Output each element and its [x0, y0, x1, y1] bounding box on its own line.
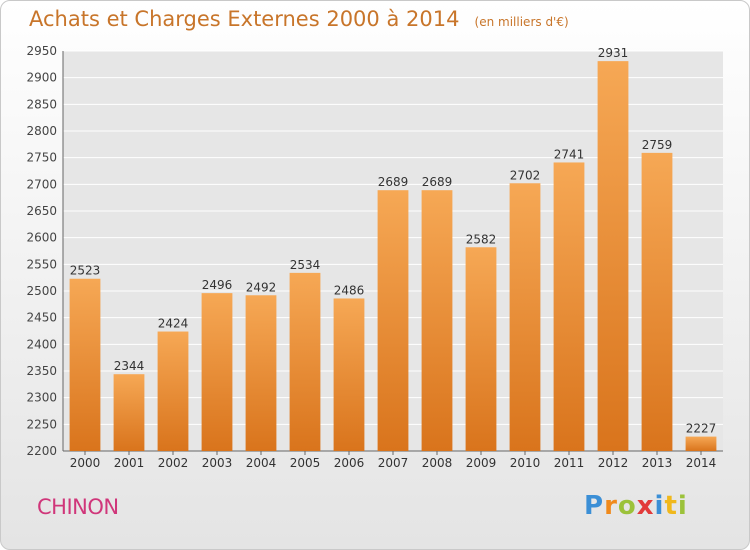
x-tick-label: 2012 — [598, 456, 629, 470]
data-label: 2689 — [378, 175, 409, 189]
y-tick-label: 2700 — [26, 177, 57, 191]
data-label: 2523 — [70, 264, 101, 278]
y-tick-label: 2950 — [26, 44, 57, 58]
logo-letter: P — [584, 491, 605, 521]
data-label: 2496 — [202, 278, 233, 292]
y-tick-label: 2450 — [26, 311, 57, 325]
x-tick-label: 2011 — [554, 456, 585, 470]
x-tick-label: 2008 — [422, 456, 453, 470]
y-tick-label: 2650 — [26, 204, 57, 218]
bar-2009 — [465, 247, 497, 451]
data-label: 2534 — [290, 258, 321, 272]
y-tick-label: 2500 — [26, 284, 57, 298]
y-tick-label: 2300 — [26, 391, 57, 405]
x-tick-label: 2014 — [686, 456, 717, 470]
x-tick-label: 2010 — [510, 456, 541, 470]
bar-2010 — [509, 183, 541, 451]
x-tick-label: 2002 — [158, 456, 189, 470]
data-label: 2582 — [466, 232, 497, 246]
y-tick-label: 2350 — [26, 364, 57, 378]
x-tick-label: 2009 — [466, 456, 497, 470]
y-tick-label: 2400 — [26, 337, 57, 351]
bar-2002 — [157, 331, 189, 451]
chart-subtitle: (en milliers d'€) — [474, 15, 569, 29]
y-tick-label: 2750 — [26, 151, 57, 165]
data-label: 2689 — [422, 175, 453, 189]
x-tick-label: 2003 — [202, 456, 233, 470]
bar-2006 — [333, 298, 365, 451]
y-tick-label: 2250 — [26, 417, 57, 431]
chart-title: Achats et Charges Externes 2000 à 2014 — [29, 7, 460, 31]
bar-2008 — [421, 190, 453, 451]
bar-2013 — [641, 152, 673, 451]
x-tick-label: 2006 — [334, 456, 365, 470]
y-tick-label: 2800 — [26, 124, 57, 138]
x-tick-label: 2013 — [642, 456, 673, 470]
y-tick-label: 2600 — [26, 231, 57, 245]
data-label: 2931 — [598, 46, 629, 60]
y-tick-label: 2850 — [26, 97, 57, 111]
bar-2004 — [245, 295, 277, 451]
data-label: 2486 — [334, 283, 365, 297]
bar-2001 — [113, 374, 145, 451]
data-label: 2424 — [158, 317, 189, 331]
logo-letter: o — [617, 491, 637, 521]
logo-letter: i — [654, 491, 665, 521]
y-tick-label: 2200 — [26, 444, 57, 458]
x-tick-label: 2001 — [114, 456, 145, 470]
bar-2011 — [553, 162, 585, 451]
bar-2003 — [201, 293, 233, 451]
logo-letter: t — [664, 491, 678, 521]
data-label: 2759 — [642, 138, 673, 152]
data-label: 2227 — [686, 422, 717, 436]
x-tick-label: 2007 — [378, 456, 409, 470]
y-tick-label: 2900 — [26, 71, 57, 85]
title-row: Achats et Charges Externes 2000 à 2014 (… — [29, 7, 569, 31]
logo-letter: x — [636, 491, 655, 521]
bar-2012 — [597, 61, 629, 452]
data-label: 2702 — [510, 168, 541, 182]
y-tick-label: 2550 — [26, 257, 57, 271]
bar-2005 — [289, 272, 321, 451]
logo-letter: r — [604, 491, 618, 521]
bar-2007 — [377, 190, 409, 451]
x-tick-label: 2005 — [290, 456, 321, 470]
city-name: CHINON — [37, 495, 119, 519]
x-tick-label: 2000 — [70, 456, 101, 470]
data-label: 2741 — [554, 147, 585, 161]
bar-2014 — [685, 436, 717, 451]
bar-2000 — [69, 278, 101, 451]
x-tick-label: 2004 — [246, 456, 277, 470]
logo-letter: i — [677, 491, 688, 521]
data-label: 2344 — [114, 359, 145, 373]
data-label: 2492 — [246, 280, 277, 294]
proxiti-logo: Proxiti — [584, 491, 688, 521]
